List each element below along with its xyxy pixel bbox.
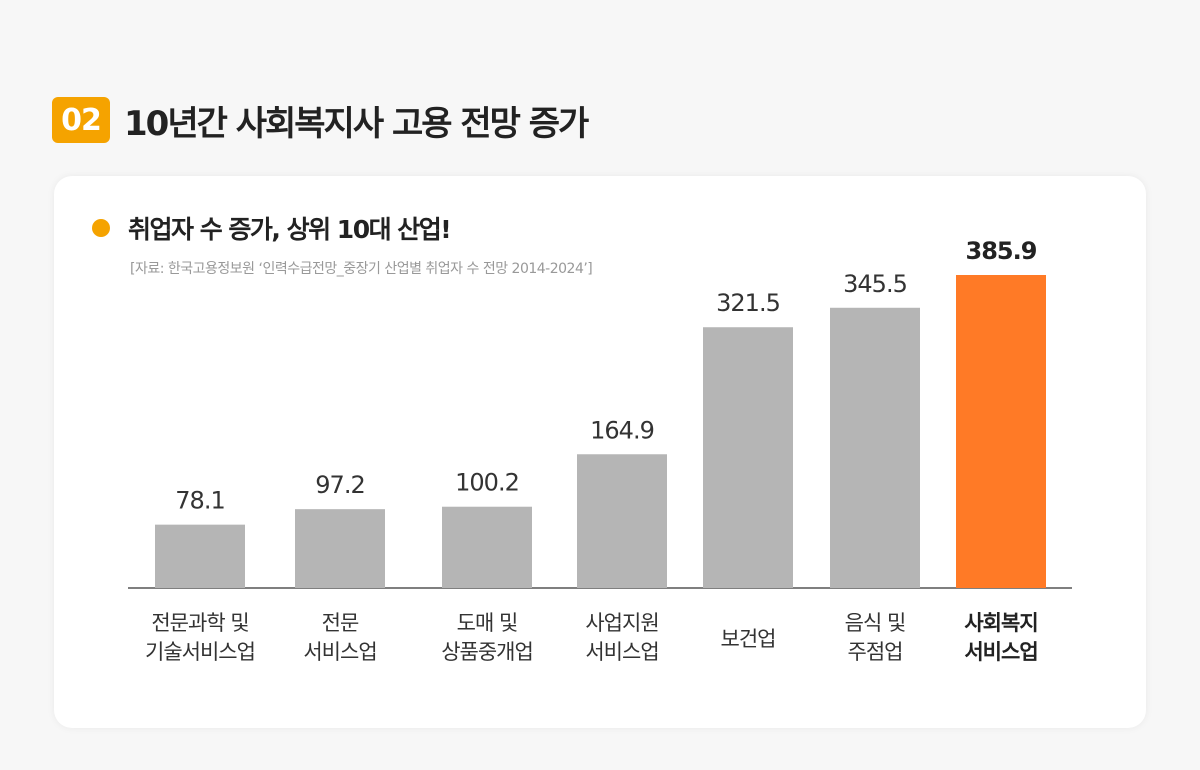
- section-header: 02 10년간 사회복지사 고용 전망 증가: [52, 96, 589, 144]
- chart-title-row: 취업자 수 증가, 상위 10대 산업!: [92, 210, 452, 246]
- chart-card: 취업자 수 증가, 상위 10대 산업! [자료: 한국고용정보원 ‘인력수급전…: [54, 176, 1146, 728]
- chart-title: 취업자 수 증가, 상위 10대 산업!: [128, 215, 452, 244]
- category-label-1-line-0: 전문: [322, 611, 359, 635]
- bar-value-label-4: 321.5: [716, 289, 780, 317]
- category-label-0-line-0: 전문과학 및: [151, 611, 248, 635]
- category-label-2-line-0: 도매 및: [457, 611, 518, 635]
- category-label-5-line-0: 음식 및: [845, 611, 906, 635]
- bar-value-label-5: 345.5: [843, 270, 907, 298]
- bar-5: [830, 307, 920, 588]
- chart-source: [자료: 한국고용정보원 ‘인력수급전망_중장기 산업별 취업자 수 전망 20…: [130, 261, 593, 277]
- bar-value-label-0: 78.1: [175, 487, 224, 515]
- category-label-6-line-0: 사회복지: [964, 611, 1037, 635]
- category-label-3-line-0: 사업지원: [585, 611, 658, 635]
- bar-1: [295, 509, 385, 588]
- category-label-6-line-1: 서비스업: [964, 640, 1037, 664]
- category-label-0-line-1: 기술서비스업: [145, 640, 255, 664]
- category-label-3-line-1: 서비스업: [585, 640, 658, 664]
- bar-value-label-2: 100.2: [455, 469, 519, 497]
- category-label-1-line-1: 서비스업: [303, 640, 376, 664]
- bullet-dot-icon: [92, 219, 110, 237]
- bar-value-label-6: 385.9: [966, 237, 1037, 265]
- bar-0: [155, 524, 245, 588]
- section-number-badge: 02: [52, 97, 110, 143]
- bar-2: [442, 506, 532, 588]
- bar-3: [577, 454, 667, 588]
- bar-value-label-1: 97.2: [315, 471, 364, 499]
- category-label-5-line-1: 주점업: [848, 640, 903, 664]
- section-title: 10년간 사회복지사 고용 전망 증가: [124, 103, 589, 144]
- bar-4: [703, 327, 793, 588]
- bar-value-label-3: 164.9: [590, 416, 654, 444]
- bar-6: [956, 275, 1046, 588]
- category-label-2-line-1: 상품중개업: [441, 640, 533, 664]
- category-label-4-line-0: 보건업: [721, 627, 776, 651]
